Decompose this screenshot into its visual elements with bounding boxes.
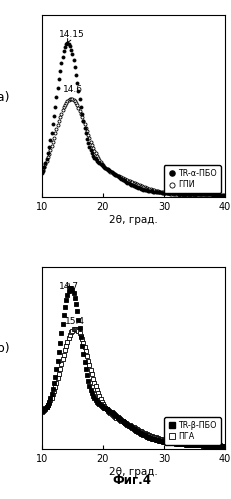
Text: 15.4: 15.4 bbox=[65, 317, 85, 326]
X-axis label: 2θ, град.: 2θ, град. bbox=[109, 215, 157, 225]
Text: Фиг.4: Фиг.4 bbox=[112, 474, 151, 487]
X-axis label: 2θ, град.: 2θ, град. bbox=[109, 467, 157, 477]
Text: 14.6: 14.6 bbox=[63, 85, 83, 94]
Text: (a): (a) bbox=[0, 90, 10, 104]
Text: 14.7: 14.7 bbox=[59, 281, 79, 290]
Text: (b): (b) bbox=[0, 342, 10, 355]
Legend: TR-β-ПБО, ПГА: TR-β-ПБО, ПГА bbox=[163, 417, 220, 445]
Legend: TR-α-ПБО, ГПИ: TR-α-ПБО, ГПИ bbox=[163, 165, 220, 193]
Text: 14.15: 14.15 bbox=[59, 30, 84, 42]
